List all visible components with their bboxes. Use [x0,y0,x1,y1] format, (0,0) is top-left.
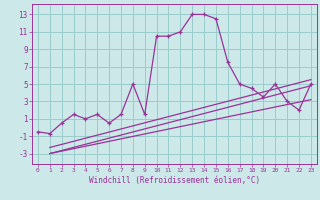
X-axis label: Windchill (Refroidissement éolien,°C): Windchill (Refroidissement éolien,°C) [89,176,260,185]
